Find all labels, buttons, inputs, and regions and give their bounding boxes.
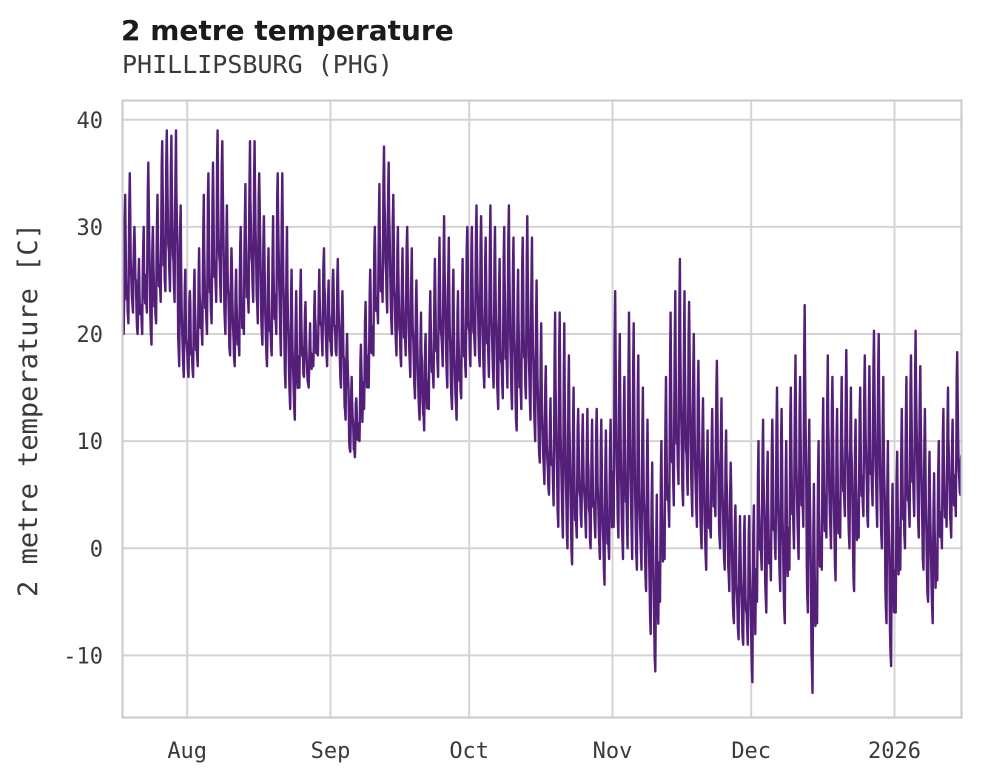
plot-grid: [122, 100, 962, 718]
temperature-series-line: [122, 129, 962, 695]
x-tick-label: Oct: [449, 739, 489, 764]
x-tick-label: Dec: [731, 739, 771, 764]
x-tick-label: 2026: [868, 739, 921, 764]
y-tick-label: 0: [90, 537, 103, 562]
x-axis-tick-labels: Aug Sep Oct Nov Dec 2026: [167, 739, 921, 764]
y-axis-tick-labels: 40 30 20 10 0 -10: [63, 109, 103, 670]
x-tick-label: Sep: [311, 739, 351, 764]
x-tick-label: Aug: [167, 739, 207, 764]
chart-subtitle: PHILLIPSBURG (PHG): [122, 50, 393, 79]
x-tick-label: Nov: [593, 739, 633, 764]
y-tick-label: -10: [63, 644, 103, 669]
y-tick-label: 10: [77, 430, 104, 455]
plot-frame: [121, 99, 963, 719]
y-tick-label: 30: [77, 216, 104, 241]
y-tick-label: 40: [77, 109, 104, 134]
chart-title: 2 metre temperature: [121, 14, 454, 47]
y-tick-label: 20: [77, 323, 104, 348]
